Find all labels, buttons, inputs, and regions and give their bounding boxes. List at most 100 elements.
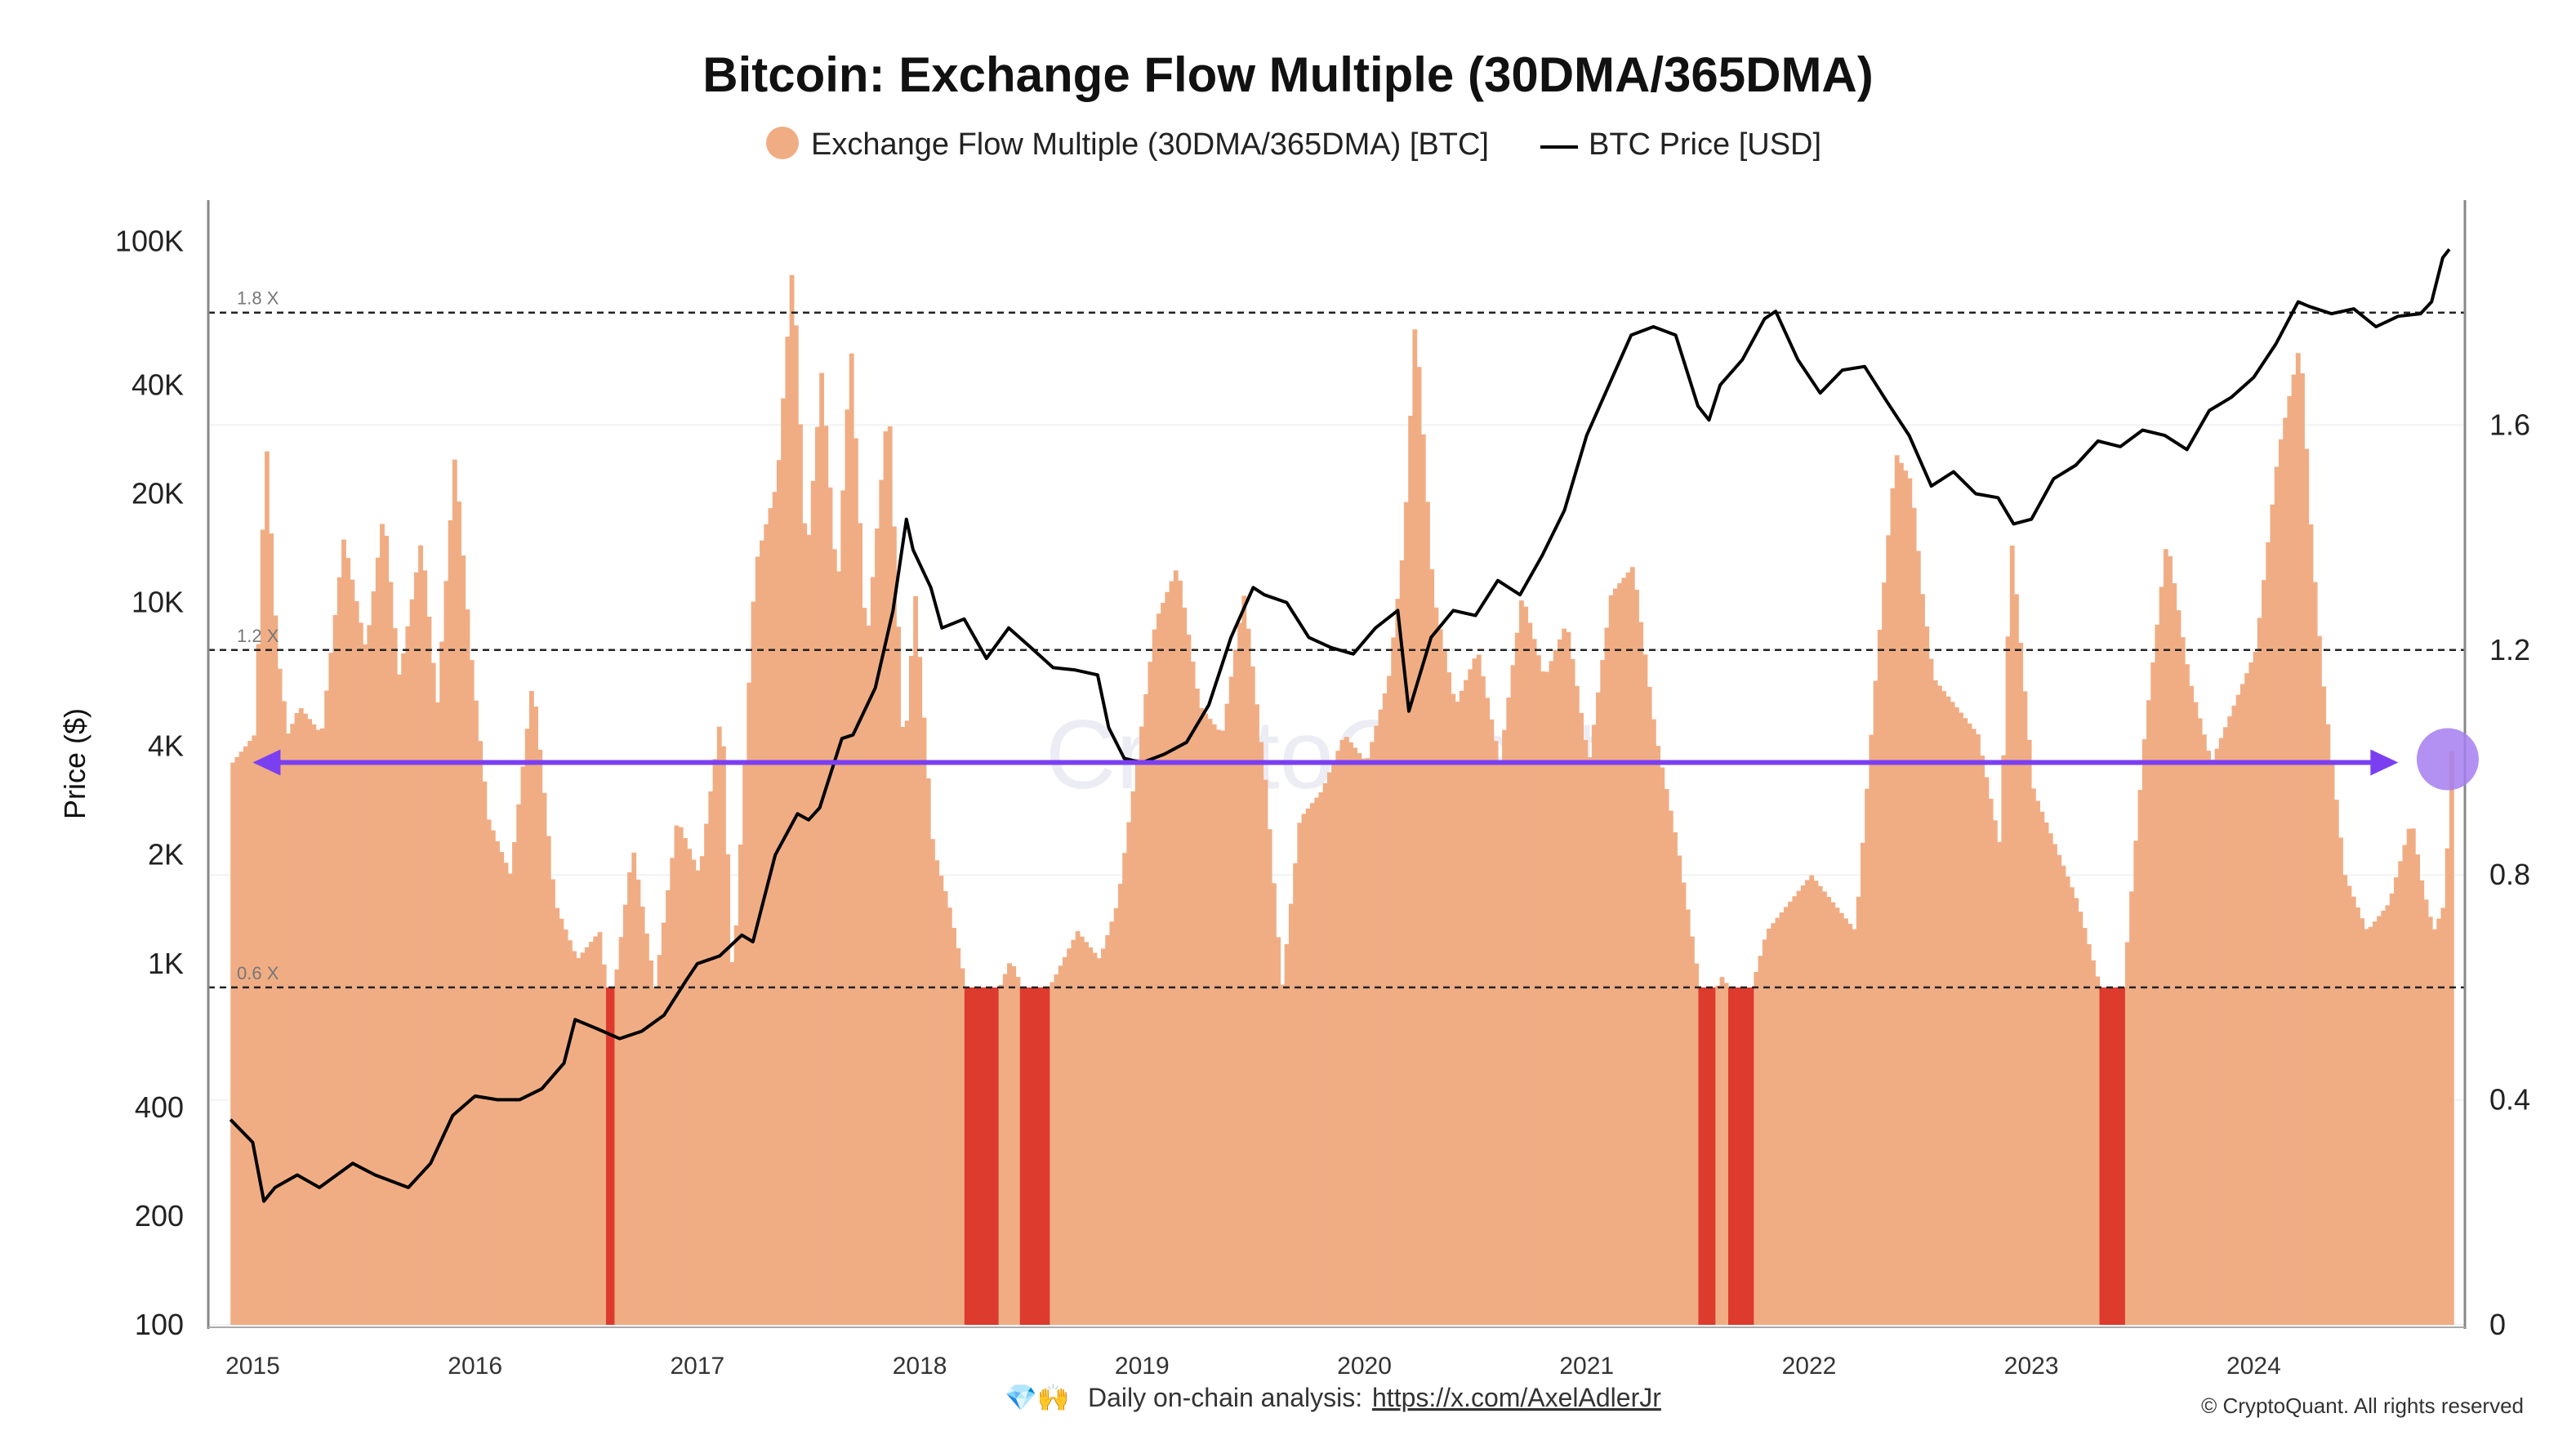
x-tick-label: 2019 xyxy=(1115,1353,1170,1380)
bar xyxy=(1809,875,1815,1325)
bar xyxy=(2141,739,2147,1325)
bar xyxy=(2231,705,2237,1325)
bar xyxy=(567,940,573,1325)
bar xyxy=(474,700,479,1325)
bar xyxy=(1740,987,1746,1325)
bar xyxy=(1796,890,1802,1325)
bar xyxy=(2159,586,2164,1325)
bar xyxy=(273,615,279,1325)
bar xyxy=(742,763,747,1325)
bar xyxy=(1310,803,1315,1325)
bar xyxy=(969,987,974,1325)
bar xyxy=(1928,658,1934,1325)
bar xyxy=(1335,751,1341,1325)
bar xyxy=(1378,709,1384,1325)
bar xyxy=(2172,583,2177,1325)
x-tick-label: 2023 xyxy=(2004,1353,2059,1380)
bar xyxy=(2398,861,2404,1325)
bar xyxy=(2321,686,2327,1325)
bar xyxy=(341,539,346,1325)
threshold-lines: 1.8 X 1.2 X 0.6 X xyxy=(208,288,2465,989)
bar xyxy=(1182,607,1188,1325)
bar xyxy=(798,424,803,1325)
bar xyxy=(1792,896,1798,1325)
bar xyxy=(721,746,726,1325)
bar xyxy=(2440,907,2446,1325)
bar xyxy=(2052,844,2057,1325)
bar xyxy=(776,460,782,1326)
bar xyxy=(1852,929,1857,1325)
bar xyxy=(1429,568,1435,1325)
bar xyxy=(1126,822,1132,1325)
bar xyxy=(1988,798,1994,1325)
bar xyxy=(2406,828,2412,1325)
bar xyxy=(1882,582,1887,1325)
bar xyxy=(1062,956,1067,1325)
highlight-circle xyxy=(2416,728,2479,791)
bar xyxy=(290,724,296,1325)
bar xyxy=(426,617,432,1325)
bar xyxy=(1028,987,1034,1325)
bar xyxy=(1830,902,1836,1325)
bar xyxy=(760,540,764,1325)
bar xyxy=(1459,690,1464,1325)
legend: Exchange Flow Multiple (30DMA/365DMA) [B… xyxy=(766,127,1821,162)
bar xyxy=(648,960,654,1325)
bar xyxy=(1612,588,1618,1325)
bar xyxy=(1468,669,1473,1325)
bar xyxy=(2048,833,2053,1325)
bar xyxy=(618,937,624,1325)
bar xyxy=(2342,875,2348,1325)
bar xyxy=(2360,918,2365,1325)
bar xyxy=(973,987,978,1325)
bar xyxy=(2240,684,2245,1325)
bar xyxy=(1992,820,1998,1325)
bar xyxy=(1706,987,1712,1325)
bar xyxy=(1783,907,1789,1325)
bar xyxy=(422,570,428,1325)
bar xyxy=(1075,931,1081,1325)
bar xyxy=(392,628,398,1325)
bar xyxy=(934,860,940,1325)
bar xyxy=(1088,947,1094,1325)
bar xyxy=(1288,903,1294,1325)
left-tick-label: 400 xyxy=(135,1090,184,1124)
bar xyxy=(1932,680,1938,1325)
bar xyxy=(2120,987,2126,1325)
bar xyxy=(1464,680,1468,1325)
bar xyxy=(469,660,475,1325)
bar xyxy=(367,625,372,1325)
bar xyxy=(2026,739,2032,1325)
arrow-head-right xyxy=(2370,749,2399,776)
bar xyxy=(1276,937,1281,1325)
bar xyxy=(1843,918,1848,1325)
bar xyxy=(793,325,799,1326)
bar xyxy=(2300,372,2305,1326)
bar xyxy=(580,952,586,1325)
bar xyxy=(1437,629,1443,1325)
bar xyxy=(1297,823,1303,1325)
bar xyxy=(956,947,961,1325)
bar xyxy=(1148,662,1153,1325)
bar xyxy=(1250,667,1255,1325)
bar xyxy=(2078,912,2084,1325)
legend-label-multiple: Exchange Flow Multiple (30DMA/365DMA) [B… xyxy=(811,127,1489,162)
bar xyxy=(555,907,560,1325)
bar xyxy=(1698,987,1704,1325)
bar xyxy=(930,839,935,1325)
bar xyxy=(1071,939,1076,1325)
bar xyxy=(1767,928,1772,1325)
bar xyxy=(913,595,918,1325)
bar xyxy=(1728,987,1733,1325)
footer-link[interactable]: https://x.com/AxelAdlerJr xyxy=(1372,1383,1661,1412)
bar xyxy=(1583,739,1589,1325)
left-tick-label: 20K xyxy=(131,476,184,510)
bar xyxy=(1237,622,1243,1325)
bar xyxy=(2214,748,2220,1325)
bar xyxy=(2432,929,2437,1325)
bar xyxy=(614,969,620,1325)
bar xyxy=(457,502,461,1325)
bar xyxy=(512,841,517,1325)
bar xyxy=(691,859,697,1325)
